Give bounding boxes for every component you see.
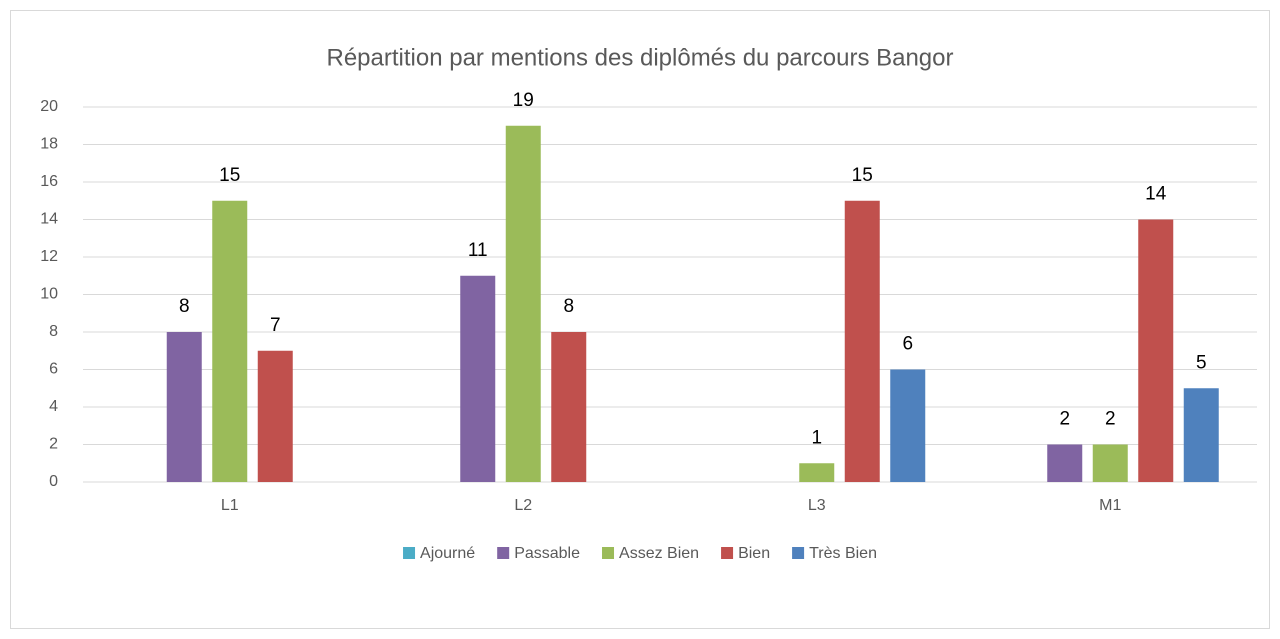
bar: [1183, 388, 1219, 482]
data-label: 2: [1059, 409, 1070, 430]
y-tick-label: 10: [40, 286, 58, 303]
data-label: 14: [1145, 184, 1167, 205]
bar: [1138, 219, 1174, 482]
legend-label: Ajourné: [420, 545, 475, 562]
x-tick-label: L1: [221, 497, 239, 514]
bar: [257, 350, 293, 482]
bar: [166, 332, 202, 482]
data-label: 19: [513, 90, 534, 111]
data-label: 8: [179, 296, 190, 317]
chart-title: Répartition par mentions des diplômés du…: [326, 44, 953, 71]
legend-swatch: [792, 547, 805, 559]
y-tick-label: 4: [49, 398, 58, 415]
bar: [460, 275, 496, 482]
legend-swatch: [497, 547, 510, 559]
data-label: 5: [1196, 352, 1207, 373]
y-tick-label: 6: [49, 361, 58, 378]
y-tick-label: 0: [49, 473, 58, 490]
data-label: 6: [902, 334, 913, 355]
data-label: 15: [852, 165, 873, 186]
data-label: 1: [811, 427, 822, 448]
legend-swatch: [602, 547, 615, 559]
x-tick-label: L2: [514, 497, 532, 514]
bar: [212, 200, 248, 482]
y-tick-label: 8: [49, 323, 58, 340]
bar: [844, 200, 880, 482]
y-tick-label: 20: [40, 98, 58, 115]
legend-swatch: [403, 547, 416, 559]
bar: [551, 332, 587, 482]
data-label: 2: [1105, 409, 1116, 430]
bar: [799, 463, 835, 482]
bar: [505, 125, 541, 482]
legend-label: Très Bien: [809, 545, 877, 562]
data-label: 11: [468, 240, 488, 261]
data-label: 8: [563, 296, 574, 317]
bar: [890, 369, 926, 482]
y-tick-label: 16: [40, 173, 58, 190]
legend-swatch: [721, 547, 734, 559]
data-label: 7: [270, 315, 281, 336]
chart-border: [10, 10, 1270, 629]
bar: [1092, 444, 1128, 482]
x-tick-label: L3: [808, 497, 826, 514]
bar: [1047, 444, 1083, 482]
y-tick-label: 2: [49, 436, 58, 453]
legend-label: Passable: [514, 545, 580, 562]
y-tick-label: 12: [40, 248, 58, 265]
legend-label: Bien: [738, 545, 770, 562]
legend-label: Assez Bien: [619, 545, 699, 562]
x-tick-label: M1: [1099, 497, 1121, 514]
y-tick-label: 18: [40, 136, 58, 153]
data-label: 15: [219, 165, 240, 186]
y-tick-label: 14: [40, 211, 58, 228]
